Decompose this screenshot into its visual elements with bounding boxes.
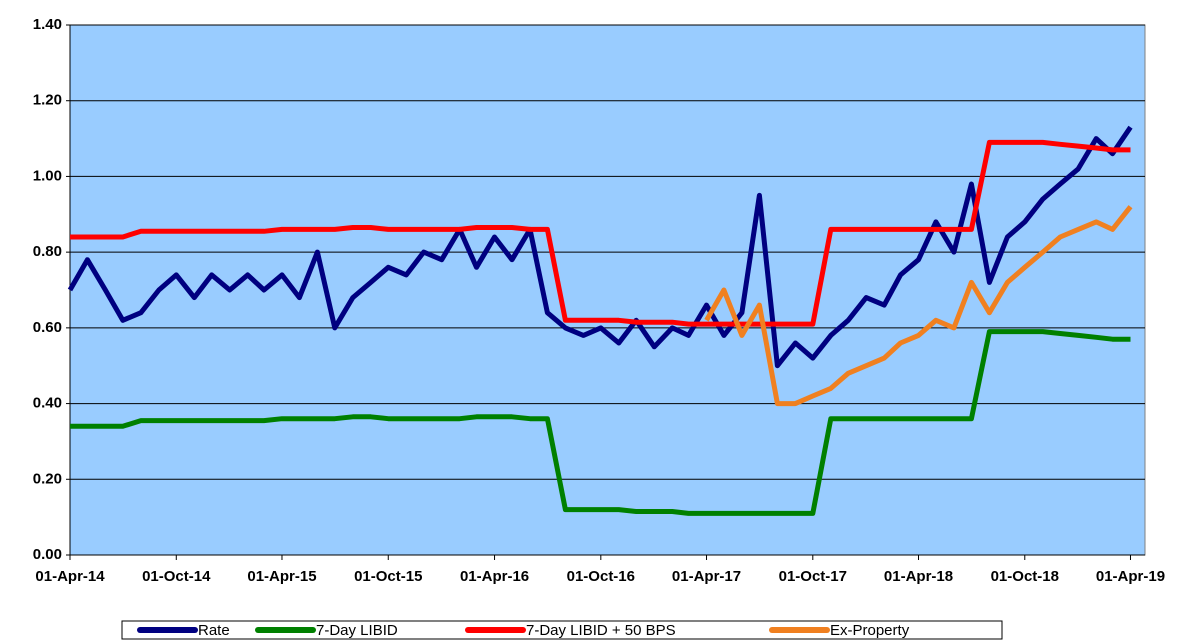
x-tick-label: 01-Oct-14 [142,568,211,585]
legend-box [121,620,1003,640]
legend-label: Ex-Property [830,622,910,639]
y-tick-label: 0.00 [33,546,62,563]
x-tick-label: 01-Oct-16 [567,568,635,585]
y-tick-label: 0.60 [33,319,62,336]
series-line [704,205,1133,407]
x-tick-label: 01-Oct-18 [991,568,1059,585]
series-line [70,139,1131,327]
legend-label: 7-Day LIBID + 50 BPS [526,622,676,639]
x-tick-label: 01-Apr-17 [672,568,741,585]
x-tick-label: 01-Oct-15 [354,568,422,585]
x-tick-label: 01-Oct-17 [779,568,847,585]
x-tick-label: 01-Apr-18 [884,568,953,585]
x-tick-label: 01-Apr-14 [35,568,105,585]
y-tick-label: 0.80 [33,243,62,260]
y-tick-label: 1.40 [33,16,62,33]
x-tick-label: 01-Apr-16 [460,568,529,585]
legend-label: 7-Day LIBID [316,622,398,639]
y-tick-label: 1.00 [33,167,62,184]
legend-label: Rate [198,622,230,639]
y-tick-label: 0.40 [33,395,62,412]
x-tick-label: 01-Apr-15 [247,568,316,585]
y-tick-label: 1.20 [33,92,62,109]
y-tick-label: 0.20 [33,470,62,487]
series-line [70,329,1131,516]
x-tick-label: 01-Apr-19 [1096,568,1165,585]
series-line [67,125,1133,369]
